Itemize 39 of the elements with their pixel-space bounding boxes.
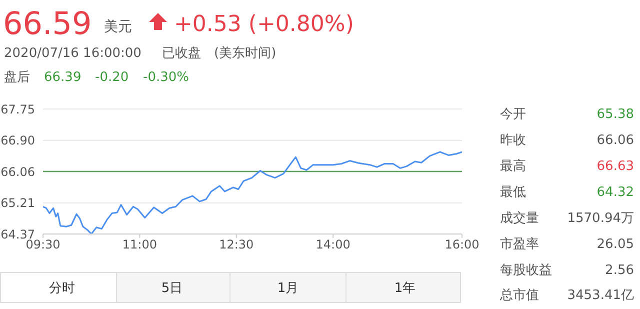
text: 1月 [277, 281, 299, 296]
y-tick-label: 66.90 [0, 134, 35, 148]
text: 市盈率 [500, 236, 539, 252]
y-tick-label: 67.75 [0, 102, 35, 116]
x-tick-label: 09:30 [26, 238, 60, 252]
x-tick-label: 11:00 [122, 238, 157, 252]
y-tick-label: 65.21 [0, 196, 35, 210]
text: 66.63 [596, 159, 634, 174]
text: 总市值 [499, 288, 539, 303]
text: 最高 [500, 158, 526, 174]
text: 1570.94万 [567, 211, 634, 226]
text: 3453.41亿 [567, 288, 634, 303]
text: 26.05 [596, 237, 634, 252]
text: 分时 [49, 281, 75, 296]
text: 65.38 [596, 107, 634, 122]
text: 今开 [500, 107, 526, 122]
text: 美元 [104, 19, 132, 35]
text: 64.32 [596, 185, 634, 200]
text: 2020/07/16 16:00:00 [4, 46, 142, 61]
chart-title: 66.59 [3, 6, 92, 42]
text: 已收盘 [162, 46, 201, 61]
text: 最低 [500, 185, 526, 200]
x-tick-label: 12:30 [219, 238, 254, 252]
text: 5日 [161, 281, 183, 296]
text: 昨收 [500, 133, 526, 148]
text: -0.30% [143, 70, 189, 85]
text: 1年 [394, 281, 416, 296]
text: 成交量 [500, 210, 539, 226]
text: 66.06 [596, 133, 634, 148]
text: 66.39 [44, 70, 82, 85]
text: 每股收益 [500, 263, 552, 278]
x-tick-label: 16:00 [444, 238, 480, 252]
text: (美东时间) [214, 45, 276, 61]
text: 盘后 [4, 70, 30, 85]
text: +0.53 (+0.80%) [174, 12, 354, 37]
text: -0.20 [95, 70, 129, 85]
x-tick-label: 14:00 [316, 238, 350, 252]
text: 2.56 [605, 263, 634, 278]
y-tick-label: 66.06 [0, 164, 35, 179]
